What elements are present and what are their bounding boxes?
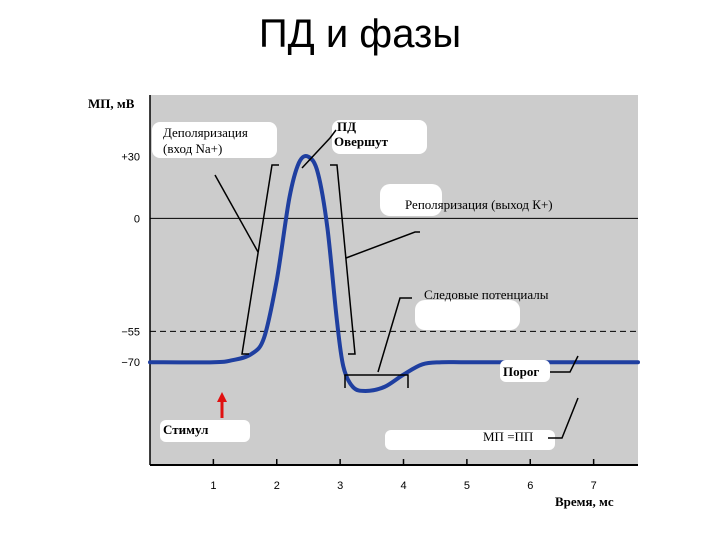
x-tick-label: 1 — [210, 480, 216, 492]
threshold-pointer — [550, 355, 579, 373]
stimulus-label: Стимул — [163, 422, 208, 437]
y-tick-label: +30 — [121, 152, 140, 164]
depolarization-bracket — [241, 164, 279, 355]
resting-pointer — [548, 397, 579, 439]
trace-potentials-bracket — [344, 374, 409, 388]
trace-potentials-pointer — [377, 297, 412, 373]
label-patches — [152, 120, 555, 450]
threshold-label: Порог — [503, 364, 539, 379]
y-tick-label: 0 — [134, 213, 140, 225]
y-tick-label: −55 — [121, 326, 140, 338]
x-tick-label: 3 — [337, 480, 343, 492]
depolarization-label-sub: (вход Na+) — [163, 141, 222, 156]
x-axis-label: Время, мс — [555, 494, 614, 509]
overshoot-label: Овершут — [334, 134, 389, 149]
ap-label: ПД — [337, 119, 356, 134]
ap-pointer — [301, 129, 337, 169]
x-tick-label: 7 — [591, 480, 597, 492]
repolarization-pointer — [345, 231, 420, 259]
depolarization-pointer — [214, 174, 259, 253]
y-axis-label: МП, мВ — [88, 96, 135, 111]
slide-title: ПД и фазы — [258, 12, 462, 56]
y-tick-label: −70 — [121, 357, 140, 369]
trace-potentials-label: Следовые потенциалы — [424, 287, 549, 302]
x-tick-label: 6 — [527, 480, 533, 492]
x-tick-label: 2 — [274, 480, 280, 492]
action-potential-trace — [148, 153, 640, 393]
depolarization-label: Деполяризация — [163, 125, 248, 140]
repolarization-label: Реполяризация (выход К+) — [405, 197, 553, 212]
resting-label: МП =ПП — [483, 429, 533, 444]
x-tick-label: 5 — [464, 480, 470, 492]
repolarization-bracket — [330, 164, 356, 355]
x-tick-label: 4 — [400, 480, 406, 492]
